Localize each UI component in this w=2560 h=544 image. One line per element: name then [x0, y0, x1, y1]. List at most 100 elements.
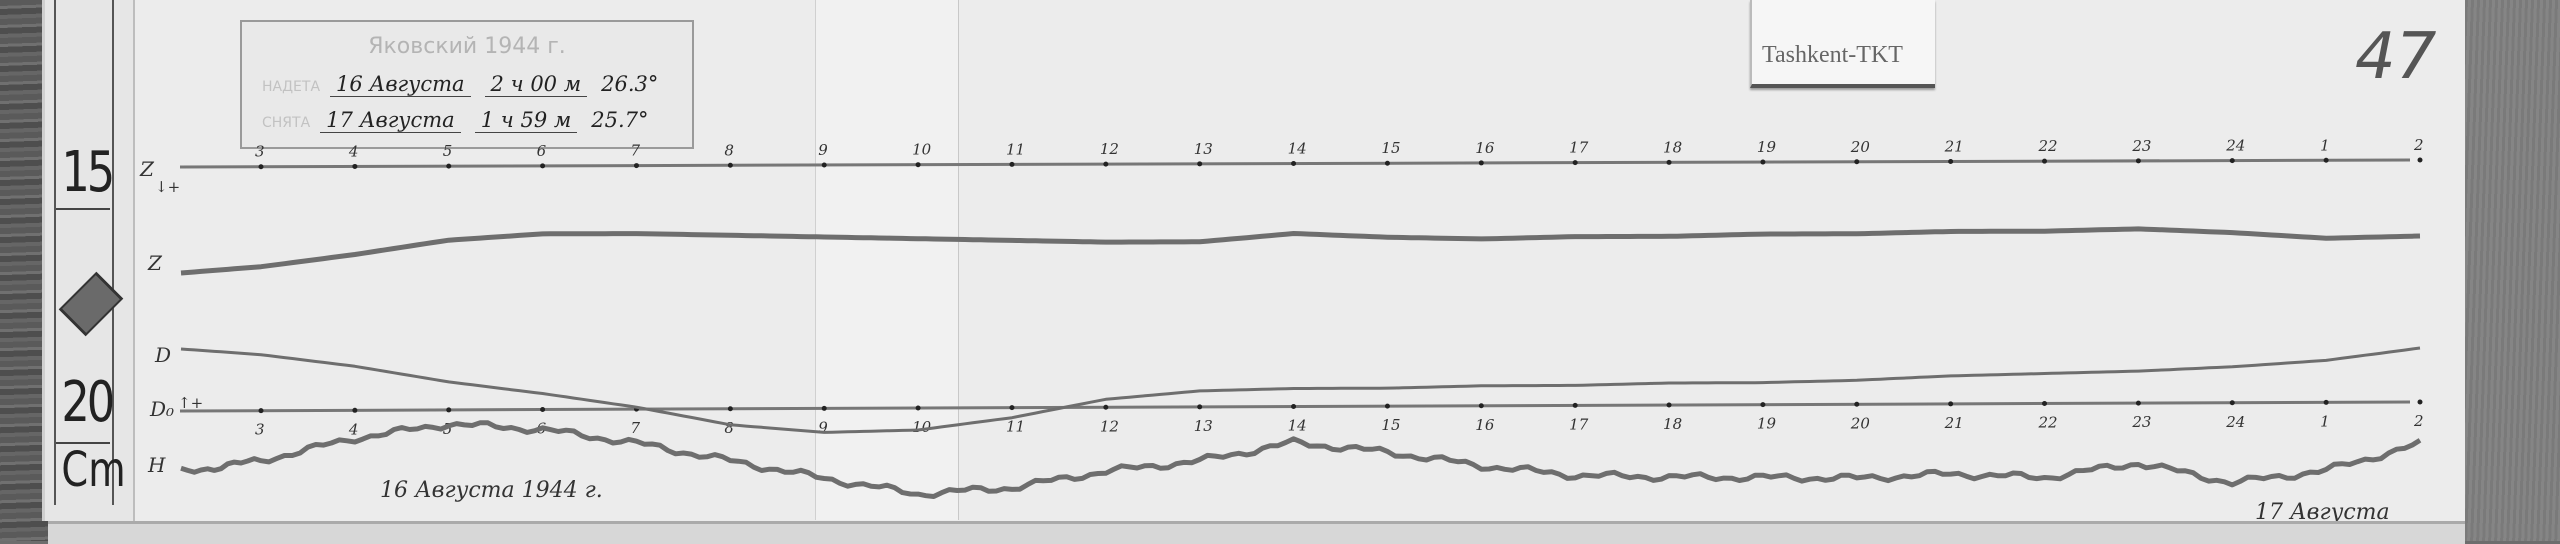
hour-tick-mark [633, 163, 639, 169]
hour-tick-label: 7 [630, 142, 640, 160]
hour-tick-label: 13 [1194, 417, 1213, 435]
hour-tick-label: 20 [1850, 138, 1871, 156]
observatory-label-text: Tashkent-TKT [1762, 42, 1903, 68]
hour-tick-mark [1854, 159, 1860, 165]
d0-direction-label: ↑+ [178, 394, 203, 412]
record-stamp: Яковский 1944 г. НАДЕТА 16 Августа 2 ч 00 … [240, 20, 694, 149]
hour-tick-label: 1 [2320, 412, 2330, 430]
hour-tick-label: 11 [1006, 418, 1025, 436]
stamp-row-put-on: НАДЕТА 16 Августа 2 ч 00 м 26.3° [262, 72, 682, 97]
hour-tick-mark [1197, 161, 1203, 167]
z-baseline-label: Z [139, 157, 155, 181]
hour-tick-mark [1478, 160, 1484, 166]
hour-tick-mark [258, 408, 264, 414]
hour-tick-mark [1948, 401, 1954, 407]
hour-tick-label: 14 [1288, 140, 1307, 158]
hour-tick-label: 14 [1288, 417, 1307, 435]
hour-tick-mark [2417, 399, 2423, 405]
date-start: 16 Августа 1944 г. [380, 478, 603, 503]
hour-tick-label: 9 [818, 141, 828, 159]
hour-tick-label: 12 [1100, 140, 1119, 158]
hour-tick-label: 17 [1569, 139, 1589, 157]
hour-tick-mark [2417, 157, 2423, 163]
hour-tick-mark [1291, 404, 1297, 410]
hour-tick-label: 3 [255, 421, 265, 439]
hour-tick-label: 10 [912, 418, 932, 436]
hour-tick-label: 9 [818, 418, 828, 436]
hour-tick-label: 19 [1757, 138, 1777, 156]
hour-tick-label: 16 [1475, 416, 1495, 434]
hour-tick-mark [727, 406, 733, 412]
date-end: 17 Августа [2255, 500, 2390, 525]
hour-tick-label: 15 [1381, 416, 1400, 434]
z-direction-label: ↓+ [155, 178, 180, 196]
hour-tick-label: 16 [1475, 139, 1495, 157]
hour-tick-mark [1197, 404, 1203, 410]
hour-tick-mark [258, 164, 264, 170]
trace-z [180, 226, 2421, 276]
ruler-line [56, 208, 110, 210]
hour-tick-mark [2042, 401, 2048, 407]
h-trace-label: H [147, 453, 166, 477]
hour-tick-mark [2323, 399, 2329, 405]
hour-tick-mark [1384, 403, 1390, 409]
put-on-date: 16 Августа [330, 72, 471, 97]
trace-d [180, 346, 2421, 434]
d-trace-label: D [154, 343, 171, 367]
hour-tick-label: 12 [1100, 417, 1119, 435]
hour-tick-label: 4 [348, 420, 359, 438]
right-background [2465, 0, 2560, 541]
hour-tick-label: 24 [2225, 413, 2245, 431]
hour-tick-mark [915, 405, 921, 411]
taken-off-temp: 25.7° [591, 108, 649, 132]
hour-tick-mark [1103, 404, 1109, 410]
hour-tick-mark [1478, 403, 1484, 409]
hour-tick-label: 18 [1663, 415, 1682, 433]
hour-tick-label: 23 [2131, 413, 2151, 431]
z-trace-label: Z [147, 251, 163, 275]
trace-h [180, 420, 2422, 499]
hour-tick-mark [1666, 159, 1672, 165]
hour-tick-label: 4 [348, 142, 359, 160]
hour-tick-mark [1384, 160, 1390, 166]
taken-off-date: 17 Августа [320, 108, 461, 133]
hour-tick-mark [352, 407, 358, 413]
hour-tick-label: 1 [2320, 136, 2330, 154]
hour-tick-mark [1572, 160, 1578, 166]
sheet-number: 47 [2355, 20, 2437, 94]
put-on-time: 2 ч 00 м [484, 72, 588, 97]
hour-tick-mark [1760, 402, 1766, 408]
stamp-title: Яковский 1944 г. [368, 34, 566, 59]
hour-tick-mark [2135, 400, 2141, 406]
ruler-frame [54, 0, 114, 505]
hour-tick-label: 18 [1663, 138, 1682, 156]
hour-tick-mark [2229, 400, 2235, 406]
hour-tick-label: 7 [630, 419, 640, 437]
hour-tick-mark [1572, 402, 1578, 408]
hour-tick-mark [540, 407, 546, 413]
hour-tick-label: 20 [1850, 414, 1871, 432]
hour-tick-mark [821, 162, 827, 168]
hour-tick-label: 11 [1006, 140, 1025, 158]
put-on-label: НАДЕТА [262, 79, 321, 95]
wood-background [0, 0, 48, 541]
hour-tick-label: 2 [2413, 412, 2424, 430]
hour-tick-label: 21 [1944, 137, 1964, 155]
hour-tick-mark [2042, 158, 2048, 164]
hour-tick-label: 17 [1569, 415, 1589, 433]
hour-tick-mark [1103, 161, 1109, 167]
hour-tick-label: 21 [1944, 414, 1964, 432]
hour-tick-mark [540, 163, 546, 169]
hour-tick-label: 8 [724, 141, 734, 159]
ruler-line [56, 442, 110, 444]
d0-baseline-label: D₀ [149, 397, 174, 421]
stamp-row-taken-off: СНЯТА 17 Августа 1 ч 59 м 25.7° [262, 108, 682, 133]
hour-tick-mark [352, 163, 358, 169]
observatory-label: Tashkent-TKT [1750, 0, 1935, 88]
put-on-temp: 26.3° [601, 72, 659, 96]
hour-tick-label: 22 [2038, 137, 2058, 155]
taken-off-label: СНЯТА [262, 115, 311, 131]
hour-tick-label: 2 [2413, 136, 2424, 154]
hour-tick-mark [821, 405, 827, 411]
